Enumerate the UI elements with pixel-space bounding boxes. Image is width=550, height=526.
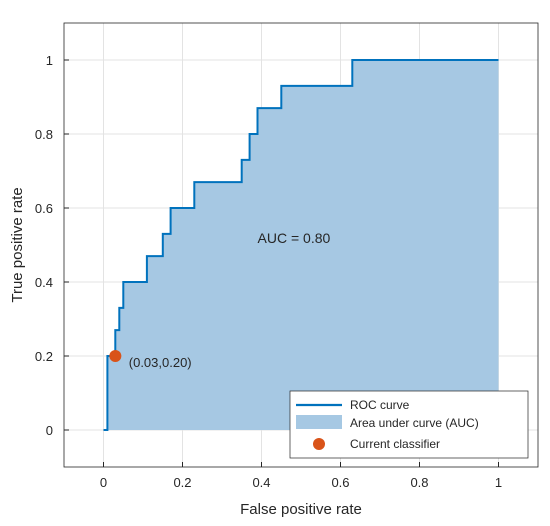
legend-label-roc-curve: ROC curve [350,398,410,412]
legend-label-current-classifier: Current classifier [350,437,440,451]
x-tick-label: 0.6 [331,475,349,490]
legend: ROC curve Area under curve (AUC) Current… [289,390,529,459]
y-tick-label: 0.6 [35,201,53,216]
y-tick-label: 0.2 [35,349,53,364]
x-tick-label: 0 [100,475,107,490]
y-tick-label: 0.4 [35,275,53,290]
roc-curve-line [103,59,499,431]
legend-swatch-current-classifier [313,438,325,450]
y-axis-ticks: 0 0.2 0.4 0.6 0.8 1 [35,53,69,438]
x-axis-ticks: 0 0.2 0.4 0.6 0.8 1 [100,462,502,490]
legend-label-auc: Area under curve (AUC) [350,416,479,430]
x-axis-label: False positive rate [240,501,362,518]
x-tick-label: 0.4 [252,475,270,490]
current-classifier-point [109,350,122,362]
legend-swatch-auc [296,415,342,429]
auc-area [103,60,499,430]
y-axis-label: True positive rate [9,187,26,302]
x-tick-label: 0.2 [173,475,191,490]
y-tick-label: 0.8 [35,127,53,142]
plot-frame [63,22,539,468]
classifier-point-annotation: (0.03,0.20) [129,355,192,370]
auc-annotation: AUC = 0.80 [258,230,331,246]
y-tick-label: 1 [46,53,53,68]
y-tick-label: 0 [46,423,53,438]
x-tick-label: 1 [495,475,502,490]
x-tick-label: 0.8 [410,475,428,490]
